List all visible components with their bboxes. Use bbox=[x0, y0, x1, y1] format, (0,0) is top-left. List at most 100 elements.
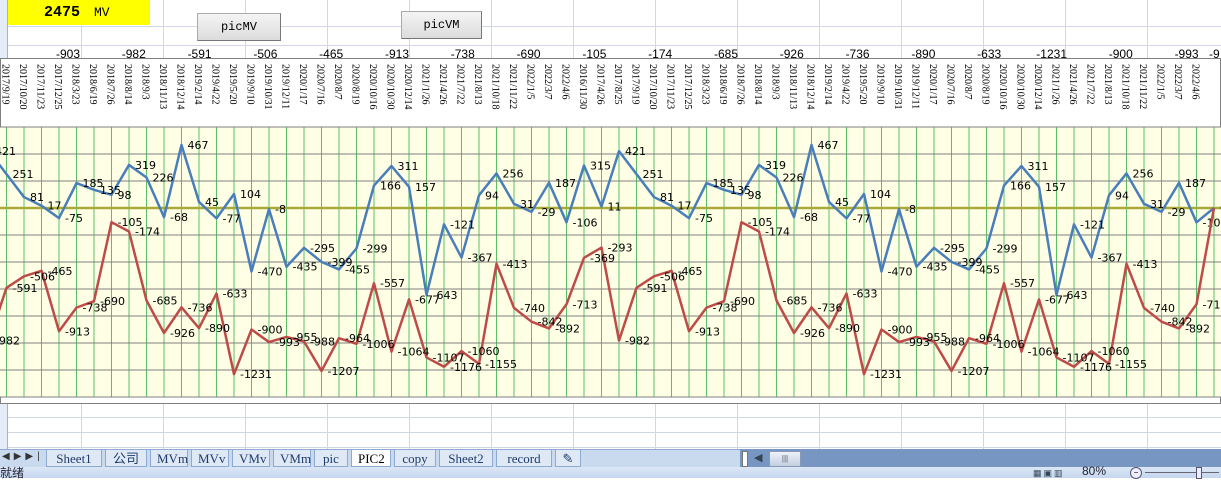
x-tick-label: 2020/7/16 bbox=[315, 64, 326, 105]
row-divider bbox=[0, 26, 1221, 27]
sheet-tab-pic[interactable]: pic bbox=[314, 450, 348, 467]
x-tick-label: 2018/12/14 bbox=[805, 64, 816, 110]
data-label: -677 bbox=[415, 293, 440, 306]
data-label: -913 bbox=[695, 325, 720, 338]
data-label: 98 bbox=[748, 189, 762, 202]
data-label: -75 bbox=[695, 212, 713, 225]
row-divider bbox=[0, 447, 1221, 448]
x-tick-label: 2019/9/10 bbox=[875, 64, 886, 105]
data-label: -1155 bbox=[485, 358, 517, 371]
status-bar: 就绪 ▦▣▥ 80% − bbox=[0, 467, 1221, 478]
sheet-tab-公司[interactable]: 公司 bbox=[105, 450, 147, 467]
x-tick-label: 2018/11/13 bbox=[787, 64, 798, 109]
data-label: 11 bbox=[608, 201, 622, 214]
data-label: -988 bbox=[940, 335, 965, 348]
data-label: -299 bbox=[993, 242, 1018, 255]
sheet-tab-sheet1[interactable]: Sheet1 bbox=[46, 450, 102, 467]
x-tick-label: 2017/10/20 bbox=[647, 64, 658, 110]
x-tick-label: 2019/10/31 bbox=[892, 64, 903, 110]
data-label: 256 bbox=[1133, 167, 1154, 180]
data-label: -982 bbox=[0, 335, 20, 348]
data-label: -1231 bbox=[870, 368, 902, 381]
sheet-tab-mvm[interactable]: MVm bbox=[150, 450, 188, 467]
data-label: -68 bbox=[170, 211, 188, 224]
data-label: 17 bbox=[48, 200, 62, 213]
zoom-slider-handle[interactable] bbox=[1196, 467, 1202, 479]
x-tick-label: 2016/11/30 bbox=[577, 64, 588, 109]
horizontal-scrollbar[interactable]: ◀ ||| bbox=[740, 449, 1221, 467]
x-tick-label: 2021/7/22 bbox=[1085, 64, 1096, 105]
mv-value: 2475 bbox=[44, 0, 80, 25]
x-tick-label: 2017/11/23 bbox=[665, 64, 676, 109]
x-tick-label: 2018/6/19 bbox=[717, 64, 728, 105]
data-label: -77 bbox=[853, 212, 871, 225]
zoom-level[interactable]: 80% bbox=[1082, 464, 1106, 478]
row-divider bbox=[0, 45, 1221, 46]
zoom-slider[interactable] bbox=[1145, 472, 1219, 473]
pic-mv-button[interactable]: picMV bbox=[197, 13, 281, 41]
x-tick-label: 2020/12/14 bbox=[1032, 64, 1043, 110]
data-label: -106 bbox=[573, 216, 598, 229]
pic-vm-button[interactable]: picVM bbox=[401, 11, 482, 39]
insert-sheet-icon[interactable]: ✎ bbox=[555, 450, 581, 467]
x-tick-label: 2018/8/14 bbox=[122, 64, 133, 105]
sheet-tab-sheet2[interactable]: Sheet2 bbox=[439, 450, 493, 467]
line-chart[interactable]: 2017/8/25 2017/9/19 2017/10/20 2017/11/23 20… bbox=[0, 58, 1221, 405]
x-tick-label: 2022/3/7 bbox=[1172, 64, 1183, 100]
zoom-out-icon[interactable]: − bbox=[1130, 467, 1142, 479]
data-label: -8 bbox=[275, 203, 286, 216]
data-label: 45 bbox=[205, 196, 219, 209]
data-label: -900 bbox=[888, 324, 913, 337]
x-tick-label: 2020/7/16 bbox=[945, 64, 956, 105]
data-label: 226 bbox=[153, 171, 174, 184]
mv-cell[interactable]: 2475 MV bbox=[8, 0, 150, 25]
data-label: -1064 bbox=[398, 346, 430, 359]
data-label: 17 bbox=[678, 200, 692, 213]
data-label: -413 bbox=[503, 258, 528, 271]
data-label: 31 bbox=[520, 198, 534, 211]
x-tick-label: 2017/12/25 bbox=[682, 64, 693, 110]
data-label: -1176 bbox=[1080, 361, 1112, 374]
view-buttons[interactable]: ▦▣▥ bbox=[1033, 468, 1065, 479]
data-label: 319 bbox=[135, 159, 156, 172]
x-tick-label: 2018/9/3 bbox=[770, 64, 781, 100]
x-tick-label: 2020/8/19 bbox=[350, 64, 361, 105]
data-label: -926 bbox=[170, 327, 195, 340]
x-tick-label: 2022/4/6 bbox=[560, 64, 571, 100]
x-tick-label: 2017/9/19 bbox=[630, 64, 641, 105]
x-tick-label: 2019/5/20 bbox=[857, 64, 868, 105]
x-tick-label: 2017/8/25 bbox=[612, 64, 623, 105]
x-tick-label: 2020/10/16 bbox=[997, 64, 1008, 110]
sheet-tab-pic2[interactable]: PIC2 bbox=[351, 450, 391, 467]
x-tick-label: 2017/10/20 bbox=[17, 64, 28, 110]
data-label: -29 bbox=[1168, 206, 1186, 219]
data-label: -926 bbox=[800, 327, 825, 340]
x-tick-label: 2021/1/26 bbox=[420, 64, 431, 105]
sheet-tab-copy[interactable]: copy bbox=[394, 450, 436, 467]
sheet-tab-vmm[interactable]: VMm bbox=[273, 450, 311, 467]
scroll-left-arrow-icon[interactable]: ◀ bbox=[754, 451, 762, 464]
x-tick-label: 2019/12/11 bbox=[280, 64, 291, 109]
sheet-tab-mvv[interactable]: MVv bbox=[191, 450, 229, 467]
data-label: 94 bbox=[485, 189, 499, 202]
data-label: -1155 bbox=[1115, 358, 1147, 371]
data-label: -988 bbox=[310, 335, 335, 348]
data-label: 226 bbox=[783, 171, 804, 184]
x-tick-label: 2021/8/13 bbox=[1102, 64, 1113, 105]
x-tick-label: 2022/4/6 bbox=[1190, 64, 1201, 100]
data-label: -435 bbox=[923, 261, 948, 274]
data-label: -293 bbox=[608, 242, 633, 255]
sheet-tab-vmv[interactable]: VMv bbox=[232, 450, 270, 467]
data-label: 187 bbox=[555, 177, 576, 190]
data-label: -299 bbox=[363, 242, 388, 255]
data-label: -1207 bbox=[328, 365, 360, 378]
data-label: -557 bbox=[1010, 277, 1035, 290]
scrollbar-thumb[interactable]: ||| bbox=[769, 451, 801, 467]
sheet-tab-record[interactable]: record bbox=[496, 450, 552, 467]
data-label: -913 bbox=[65, 325, 90, 338]
x-tick-label: 2019/2/14 bbox=[192, 64, 203, 105]
data-label: -1231 bbox=[240, 368, 272, 381]
x-tick-label: 2019/4/22 bbox=[840, 64, 851, 105]
tab-scroll-buttons[interactable]: ◀▶▶| bbox=[2, 451, 44, 462]
tab-split-handle[interactable] bbox=[742, 451, 748, 467]
